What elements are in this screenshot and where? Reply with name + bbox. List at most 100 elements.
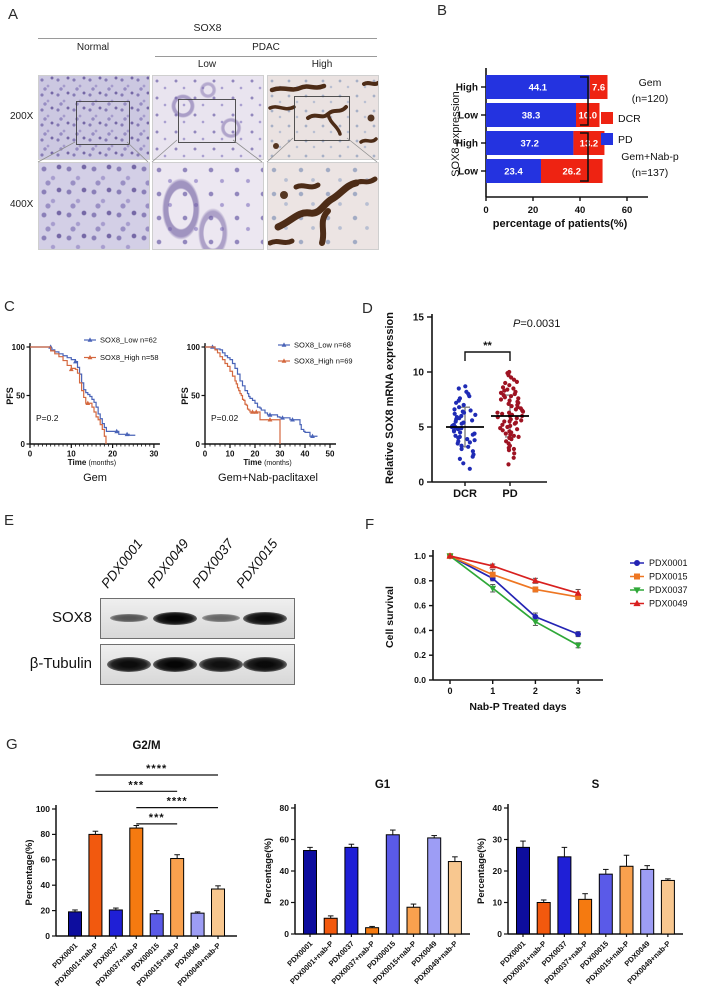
svg-text:40: 40 [280, 866, 290, 876]
brown-staining-graphic [268, 81, 378, 149]
svg-text:Percentage(%): Percentage(%) [263, 838, 274, 904]
panel-c-c1-chart: 0 10 20 30 0 50 100 PFS Time (months) P=0.2 SOX8_L… [5, 336, 160, 467]
blot-target-sox8-label: SOX8 [51, 609, 92, 626]
panel-a-high-label: High [311, 59, 333, 70]
svg-text:20: 20 [251, 450, 260, 459]
panel-d-letter: D [362, 300, 373, 317]
ihc-image-pdac-low-200x [152, 75, 264, 160]
svg-text:5: 5 [418, 423, 424, 434]
svg-text:****: **** [146, 763, 167, 775]
svg-text:20: 20 [280, 897, 290, 907]
panel-a-row-200x-label: 200X [10, 111, 34, 122]
svg-text:38.3: 38.3 [522, 111, 541, 122]
svg-text:S: S [592, 779, 600, 791]
svg-text:Time (months): Time (months) [243, 458, 291, 467]
svg-text:0: 0 [21, 440, 26, 449]
svg-text:(n=120): (n=120) [632, 93, 668, 105]
ihc-image-pdac-low-400x [152, 162, 264, 250]
svg-text:100: 100 [12, 343, 26, 352]
svg-text:50: 50 [16, 391, 25, 400]
svg-text:60: 60 [41, 855, 51, 865]
ihc-image-pdac-high-400x [267, 162, 379, 250]
svg-text:44.1: 44.1 [529, 83, 548, 94]
protein-band [243, 611, 287, 625]
svg-text:Time (months): Time (months) [68, 458, 116, 467]
svg-text:SOX8_Low n=62: SOX8_Low n=62 [100, 336, 157, 345]
brown-staining-graphic [268, 176, 378, 246]
svg-text:10: 10 [413, 368, 425, 379]
panel-d-p-value: P=0.0031 [513, 318, 561, 330]
svg-text:40: 40 [41, 880, 51, 890]
protein-band [243, 656, 287, 672]
protein-band [153, 656, 197, 672]
svg-text:20: 20 [493, 866, 503, 876]
svg-text:PDX0001: PDX0001 [649, 558, 688, 568]
svg-text:2: 2 [533, 686, 538, 696]
svg-text:15: 15 [413, 313, 425, 324]
svg-text:10: 10 [226, 450, 235, 459]
panel-g-s-chart: 010203040Percentage(%)SPDX0001PDX0001+na… [476, 779, 683, 986]
panel-g-letter: G [6, 736, 18, 753]
svg-text:0: 0 [483, 205, 488, 216]
panel-f-letter: F [365, 516, 375, 533]
svg-text:0.8: 0.8 [414, 576, 426, 586]
svg-text:7.6: 7.6 [592, 83, 605, 94]
panel-e-letter: E [4, 512, 15, 529]
svg-text:37.2: 37.2 [520, 139, 539, 150]
svg-text:Low: Low [458, 111, 478, 122]
svg-text:G1: G1 [375, 779, 391, 791]
blot-sox8 [100, 598, 295, 639]
panel-a-normal-label: Normal [76, 42, 110, 53]
svg-text:PDX0037: PDX0037 [649, 585, 688, 595]
svg-text:DCR: DCR [618, 113, 641, 125]
svg-text:P=0.2: P=0.2 [36, 413, 59, 423]
svg-text:SOX8_Low n=68: SOX8_Low n=68 [294, 341, 351, 350]
roi-box [294, 96, 350, 141]
blot-btubulin [100, 644, 295, 685]
svg-text:20: 20 [528, 205, 539, 216]
panel-a-row-400x-label: 400X [10, 199, 34, 210]
svg-text:0: 0 [447, 686, 452, 696]
svg-text:60: 60 [280, 834, 290, 844]
protein-band [153, 611, 197, 625]
panel-c-gem-title: Gem [83, 472, 107, 484]
svg-text:20: 20 [41, 905, 51, 915]
svg-text:High: High [456, 83, 478, 94]
panel-g-g1-chart: 020406080Percentage(%)G1PDX0001PDX0001+n… [263, 779, 470, 986]
svg-text:P=0.02: P=0.02 [211, 413, 238, 423]
svg-text:Percentage(%): Percentage(%) [476, 838, 487, 904]
panel-a-pdac-rule [155, 56, 377, 57]
panel-c-gem-nabp-title: Gem+Nab-paclitaxel [218, 472, 318, 484]
svg-text:SOX8_High n=69: SOX8_High n=69 [294, 357, 353, 366]
panel-a-pdac-label: PDAC [252, 42, 280, 53]
svg-text:3: 3 [576, 686, 581, 696]
svg-text:30: 30 [493, 834, 503, 844]
panel-a-header-rule [38, 38, 377, 39]
svg-text:***: *** [149, 812, 165, 824]
svg-text:PD: PD [502, 488, 517, 500]
svg-text:40: 40 [301, 450, 310, 459]
svg-text:0: 0 [45, 931, 50, 941]
svg-text:0: 0 [203, 450, 208, 459]
ihc-image-pdac-high-200x [267, 75, 379, 160]
svg-text:PDX0015: PDX0015 [649, 572, 688, 582]
svg-text:***: *** [128, 779, 144, 791]
svg-text:80: 80 [41, 829, 51, 839]
svg-text:50: 50 [326, 450, 335, 459]
panel-f-chart: 0.0 0.2 0.4 0.6 0.8 1.0 0 1 2 3 PDX0001 PDX0015 PDX0… [414, 550, 688, 696]
svg-text:G2/M: G2/M [132, 740, 160, 752]
svg-text:10: 10 [493, 897, 503, 907]
svg-text:0: 0 [284, 929, 289, 939]
svg-text:60: 60 [622, 205, 633, 216]
svg-text:20: 20 [108, 450, 117, 459]
panel-g-g2m-chart: 020406080100Percentage(%)G2/MPDX0001PDX0… [24, 740, 237, 988]
svg-text:(n=137): (n=137) [632, 167, 668, 179]
svg-text:1.0: 1.0 [414, 551, 426, 561]
roi-box [76, 101, 130, 145]
svg-text:Gem+Nab-p: Gem+Nab-p [621, 151, 679, 163]
svg-text:26.2: 26.2 [563, 167, 582, 178]
panel-b-chart: 0 20 40 60 percentage of patients(%) High 44.1… [456, 68, 679, 230]
panel-a-low-label: Low [197, 59, 217, 70]
